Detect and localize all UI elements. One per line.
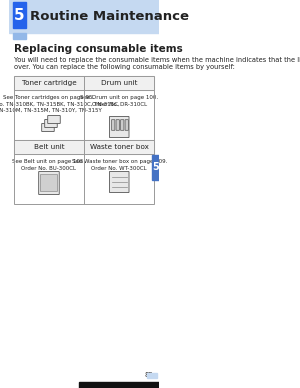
Bar — [152, 155, 159, 180]
FancyBboxPatch shape — [116, 120, 119, 130]
Text: Order No. BU-300CL: Order No. BU-300CL — [22, 166, 76, 170]
Text: See Waste toner box on page 109.: See Waste toner box on page 109. — [71, 159, 167, 164]
Text: Replacing consumable items: Replacing consumable items — [14, 44, 183, 54]
Bar — [14, 76, 155, 90]
Text: See Drum unit on page 100.: See Drum unit on page 100. — [80, 95, 158, 100]
Bar — [14, 140, 155, 154]
Bar — [147, 373, 157, 378]
Text: TN-310M, TN-315M, TN-310Y, TN-315Y: TN-310M, TN-315M, TN-310Y, TN-315Y — [0, 108, 102, 113]
FancyBboxPatch shape — [121, 120, 124, 130]
FancyBboxPatch shape — [48, 116, 60, 123]
FancyBboxPatch shape — [125, 120, 128, 130]
Text: Order No. WT-300CL: Order No. WT-300CL — [92, 166, 147, 170]
Text: Routine Maintenance: Routine Maintenance — [30, 9, 189, 23]
Text: 85: 85 — [144, 372, 153, 378]
Text: See Belt unit on page 105.: See Belt unit on page 105. — [12, 159, 85, 164]
FancyBboxPatch shape — [112, 120, 115, 130]
Text: Toner cartridge: Toner cartridge — [22, 80, 76, 86]
Bar — [9, 0, 159, 33]
Bar — [14, 76, 155, 204]
Text: See Toner cartridges on page 95.: See Toner cartridges on page 95. — [3, 95, 94, 100]
Text: Order No. DR-310CL: Order No. DR-310CL — [92, 102, 147, 106]
Bar — [79, 382, 159, 388]
Text: 5: 5 — [14, 7, 25, 23]
Text: Order No. TN-310BK, TN-315BK, TN-310C, TN-315C,: Order No. TN-310BK, TN-315BK, TN-310C, T… — [0, 102, 120, 106]
FancyBboxPatch shape — [40, 175, 58, 191]
FancyBboxPatch shape — [45, 120, 57, 128]
Bar — [13, 33, 26, 39]
Text: Waste toner box: Waste toner box — [90, 144, 149, 150]
Text: over. You can replace the following consumable items by yourself:: over. You can replace the following cons… — [14, 64, 235, 71]
FancyBboxPatch shape — [110, 171, 129, 192]
Text: Drum unit: Drum unit — [101, 80, 137, 86]
FancyBboxPatch shape — [110, 116, 129, 137]
Bar — [13, 2, 26, 28]
Text: 5: 5 — [152, 163, 159, 173]
FancyBboxPatch shape — [42, 123, 54, 132]
Text: Belt unit: Belt unit — [34, 144, 64, 150]
Text: You will need to replace the consumable items when the machine indicates that th: You will need to replace the consumable … — [14, 57, 300, 63]
FancyBboxPatch shape — [39, 171, 59, 194]
